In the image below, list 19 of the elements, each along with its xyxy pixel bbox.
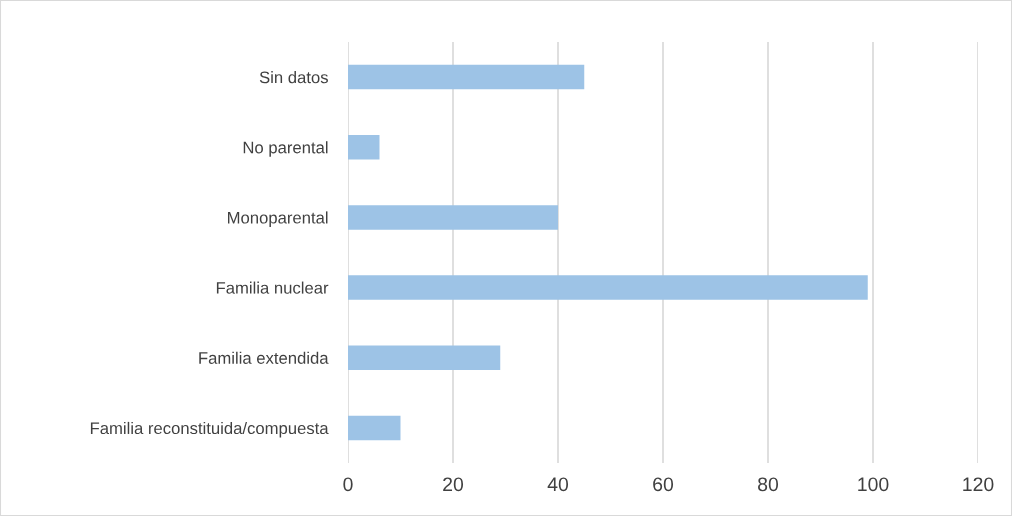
x-tick-label: 0 [343,477,353,492]
y-tick-label: Familia extendida [199,351,329,364]
x-tick-label: 20 [443,477,464,492]
bar [348,64,585,90]
x-tick-label: 80 [758,477,779,492]
y-tick-label: Familia reconstituida/compuesta [90,421,329,438]
y-tick-label: Sin datos [259,71,328,84]
bar [348,134,380,160]
y-tick-label: Familia nuclear [216,281,329,294]
bar [348,345,501,371]
x-tick-label: 120 [963,477,994,492]
y-tick-label: No parental [243,141,328,157]
bar [348,275,868,300]
x-tick-label: 60 [653,477,674,492]
x-tick-label: 40 [547,477,569,492]
x-tick-label: 100 [858,477,889,492]
bar [348,415,401,441]
y-tick-label: Monoparental [228,211,328,227]
bar [348,205,558,230]
